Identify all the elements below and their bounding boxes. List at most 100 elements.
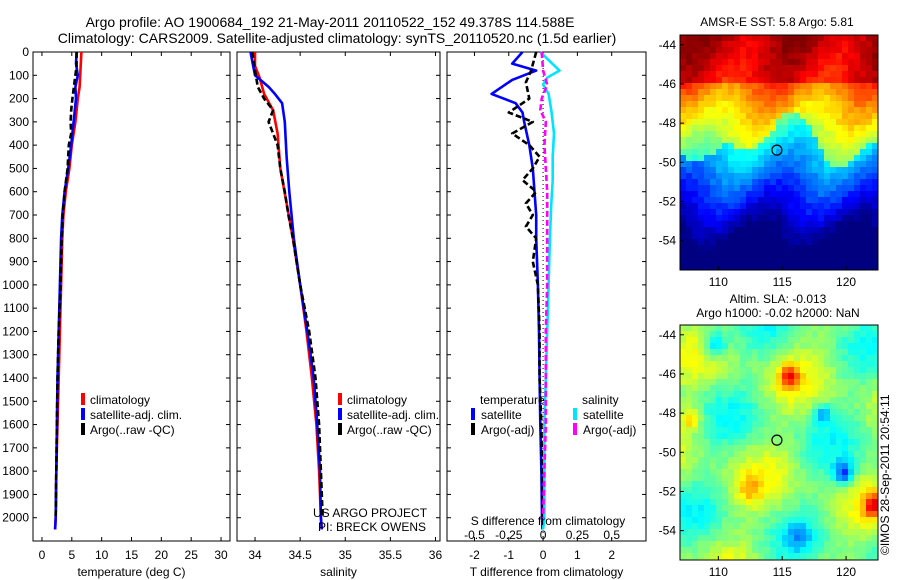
- map-cell: [770, 119, 777, 126]
- map-cell: [740, 511, 747, 518]
- map-cell: [782, 487, 789, 494]
- map-cell: [710, 439, 717, 446]
- map-cell: [812, 415, 819, 422]
- map-cell: [812, 59, 819, 66]
- map-cell: [818, 517, 825, 524]
- map-cell: [782, 493, 789, 500]
- map-cell: [842, 227, 849, 234]
- map-cell: [746, 173, 753, 180]
- map-cell: [866, 541, 873, 548]
- map-cell: [872, 487, 878, 494]
- map-cell: [866, 337, 873, 344]
- map-cell: [806, 143, 813, 150]
- map-cell: [728, 367, 735, 374]
- map-x-tick-label: 115: [773, 275, 792, 289]
- map-cell: [746, 355, 753, 362]
- map-cell: [692, 463, 699, 470]
- map-cell: [764, 499, 771, 506]
- map-cell: [764, 421, 771, 428]
- map-cell: [872, 263, 878, 270]
- map-cell: [860, 185, 867, 192]
- map-cell: [866, 125, 873, 132]
- map-cell: [800, 149, 807, 156]
- map-cell: [740, 149, 747, 156]
- map-cell: [764, 391, 771, 398]
- map-cell: [698, 409, 705, 416]
- map-cell: [842, 445, 849, 452]
- map-cell: [698, 325, 705, 332]
- map-cell: [854, 463, 861, 470]
- map-cell: [740, 257, 747, 264]
- map-cell: [746, 59, 753, 66]
- map-cell: [728, 463, 735, 470]
- map-cell: [746, 65, 753, 72]
- map-cell: [818, 47, 825, 54]
- map-cell: [818, 373, 825, 380]
- map-cell: [746, 397, 753, 404]
- map-cell: [734, 161, 741, 168]
- map-cell: [866, 155, 873, 162]
- map-cell: [854, 457, 861, 464]
- map-cell: [830, 529, 837, 536]
- map-cell: [698, 523, 705, 530]
- map-cell: [734, 475, 741, 482]
- map-cell: [872, 125, 878, 132]
- map-cell: [704, 337, 711, 344]
- map-cell: [716, 263, 723, 270]
- map-cell: [746, 451, 753, 458]
- map-cell: [872, 469, 878, 476]
- map-cell: [830, 421, 837, 428]
- map-cell: [872, 191, 878, 198]
- map-cell: [794, 469, 801, 476]
- map-cell: [872, 137, 878, 144]
- map-cell: [818, 475, 825, 482]
- map-cell: [752, 221, 759, 228]
- map-cell: [680, 215, 687, 222]
- map-cell: [818, 53, 825, 60]
- map-cell: [842, 541, 849, 548]
- map-cell: [770, 379, 777, 386]
- map-y-tick-label: -54: [659, 524, 677, 538]
- map-cell: [758, 493, 765, 500]
- map-cell: [704, 155, 711, 162]
- map-cell: [686, 385, 693, 392]
- map-cell: [698, 529, 705, 536]
- map-cell: [830, 391, 837, 398]
- map-cell: [812, 439, 819, 446]
- map-cell: [836, 499, 843, 506]
- map-cell: [782, 355, 789, 362]
- legend-label-argo: Argo(..raw -QC): [90, 423, 175, 437]
- map-cell: [758, 343, 765, 350]
- map-cell: [800, 397, 807, 404]
- map-cell: [722, 331, 729, 338]
- map-cell: [836, 185, 843, 192]
- map-cell: [710, 53, 717, 60]
- map-cell: [686, 475, 693, 482]
- map-cell: [704, 83, 711, 90]
- map-cell: [734, 499, 741, 506]
- map-cell: [794, 541, 801, 548]
- map-cell: [698, 263, 705, 270]
- map-cell: [740, 53, 747, 60]
- map-cell: [860, 373, 867, 380]
- map-cell: [842, 101, 849, 108]
- map-cell: [686, 83, 693, 90]
- map-cell: [740, 245, 747, 252]
- map-cell: [740, 373, 747, 380]
- map-cell: [782, 173, 789, 180]
- map-cell: [842, 355, 849, 362]
- map-cell: [764, 53, 771, 60]
- map-cell: [776, 173, 783, 180]
- map-cell: [872, 197, 878, 204]
- map-cell: [806, 233, 813, 240]
- map-cell: [686, 469, 693, 476]
- map-cell: [746, 185, 753, 192]
- map-cell: [866, 433, 873, 440]
- map-cell: [872, 149, 878, 156]
- map-cell: [680, 197, 687, 204]
- map-cell: [794, 197, 801, 204]
- map-cell: [806, 125, 813, 132]
- map-cell: [860, 403, 867, 410]
- map-cell: [704, 59, 711, 66]
- map-cell: [842, 367, 849, 374]
